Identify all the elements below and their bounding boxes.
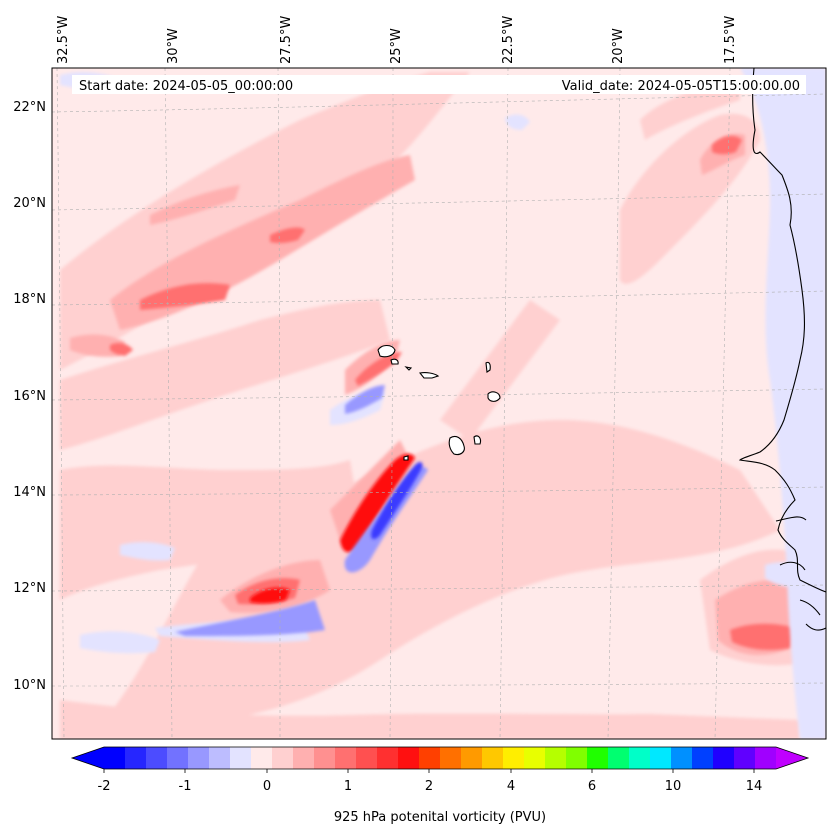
lat-label: 16°N	[13, 389, 46, 404]
colorbar-cell	[314, 747, 336, 769]
colorbar-cell	[125, 747, 147, 769]
colorbar-cell	[713, 747, 735, 769]
lon-label: 22.5°W	[501, 16, 516, 64]
colorbar-cell	[545, 747, 567, 769]
colorbar-cell	[629, 747, 651, 769]
pv-shading-deep-blue	[371, 462, 423, 540]
colorbar-cell	[167, 747, 189, 769]
colorbar-tick-label: 6	[588, 779, 596, 794]
colorbar-cell	[734, 747, 756, 769]
date-banner-background	[72, 75, 806, 94]
colorbar-ticks	[103, 769, 755, 773]
colorbar-cell	[692, 747, 714, 769]
lon-label: 20°W	[611, 28, 626, 64]
cape-verde-islands	[377, 344, 501, 461]
lon-label: 25°W	[389, 28, 404, 64]
colorbar: -2 -1 0 1 2 4 6 10 14 925 hPa potenital …	[70, 746, 810, 825]
colorbar-cell	[251, 747, 273, 769]
colorbar-tick-label: 2	[425, 779, 433, 794]
colorbar-cell	[230, 747, 252, 769]
colorbar-cell	[188, 747, 210, 769]
lon-label: 27.5°W	[279, 16, 294, 64]
colorbar-cell	[461, 747, 483, 769]
lat-label: 12°N	[13, 581, 46, 596]
lat-label: 14°N	[13, 485, 46, 500]
colorbar-cell	[755, 747, 777, 769]
colorbar-cell	[272, 747, 294, 769]
colorbar-cell	[335, 747, 357, 769]
lat-label: 10°N	[13, 678, 46, 693]
colorbar-cell	[503, 747, 525, 769]
colorbar-tick-label: -1	[179, 779, 192, 794]
colorbar-tick-label: 10	[665, 779, 682, 794]
lon-label: 32.5°W	[56, 16, 71, 64]
lon-label: 30°W	[166, 28, 181, 64]
valid-date-label: Valid_date: 2024-05-05T15:00:00.00	[562, 79, 800, 94]
colorbar-cell	[482, 747, 504, 769]
colorbar-cell	[104, 747, 126, 769]
lon-label: 17.5°W	[723, 16, 738, 64]
colorbar-tick-labels: -2 -1 0 1 2 4 6 10 14	[98, 779, 763, 794]
colorbar-cell	[146, 747, 168, 769]
start-date-label: Start date: 2024-05-05_00:00:00	[79, 79, 293, 94]
colorbar-cell	[650, 747, 672, 769]
colorbar-under-arrow	[72, 747, 104, 769]
lat-label: 22°N	[13, 100, 46, 115]
colorbar-cell	[293, 747, 315, 769]
latitude-labels: 22°N 20°N 18°N 16°N 14°N 12°N 10°N	[13, 100, 46, 693]
colorbar-cell	[209, 747, 231, 769]
colorbar-cell	[356, 747, 378, 769]
colorbar-cells	[104, 747, 777, 769]
colorbar-tick-label: 14	[746, 779, 763, 794]
map-frame	[51, 67, 827, 740]
colorbar-tick-label: -2	[98, 779, 111, 794]
colorbar-tick-label: 0	[263, 779, 271, 794]
colorbar-cell	[524, 747, 546, 769]
colorbar-cell	[377, 747, 399, 769]
colorbar-over-arrow	[776, 747, 808, 769]
colorbar-cell	[587, 747, 609, 769]
lat-label: 18°N	[13, 292, 46, 307]
colorbar-cell	[419, 747, 441, 769]
colorbar-tick-label: 1	[344, 779, 352, 794]
date-banner: Start date: 2024-05-05_00:00:00 Valid_da…	[72, 75, 806, 94]
lat-label: 20°N	[13, 196, 46, 211]
colorbar-cell	[608, 747, 630, 769]
colorbar-cell	[398, 747, 420, 769]
colorbar-cell	[566, 747, 588, 769]
coastline	[738, 68, 826, 631]
colorbar-cell	[671, 747, 693, 769]
colorbar-cell	[440, 747, 462, 769]
longitude-labels: 32.5°W 30°W 27.5°W 25°W 22.5°W 20°W 17.5…	[56, 16, 738, 64]
gridlines	[52, 68, 826, 739]
map-panel: Start date: 2024-05-05_00:00:00 Valid_da…	[52, 68, 826, 739]
colorbar-label: 925 hPa potenital vorticity (PVU)	[334, 810, 546, 825]
colorbar-tick-label: 4	[507, 779, 515, 794]
